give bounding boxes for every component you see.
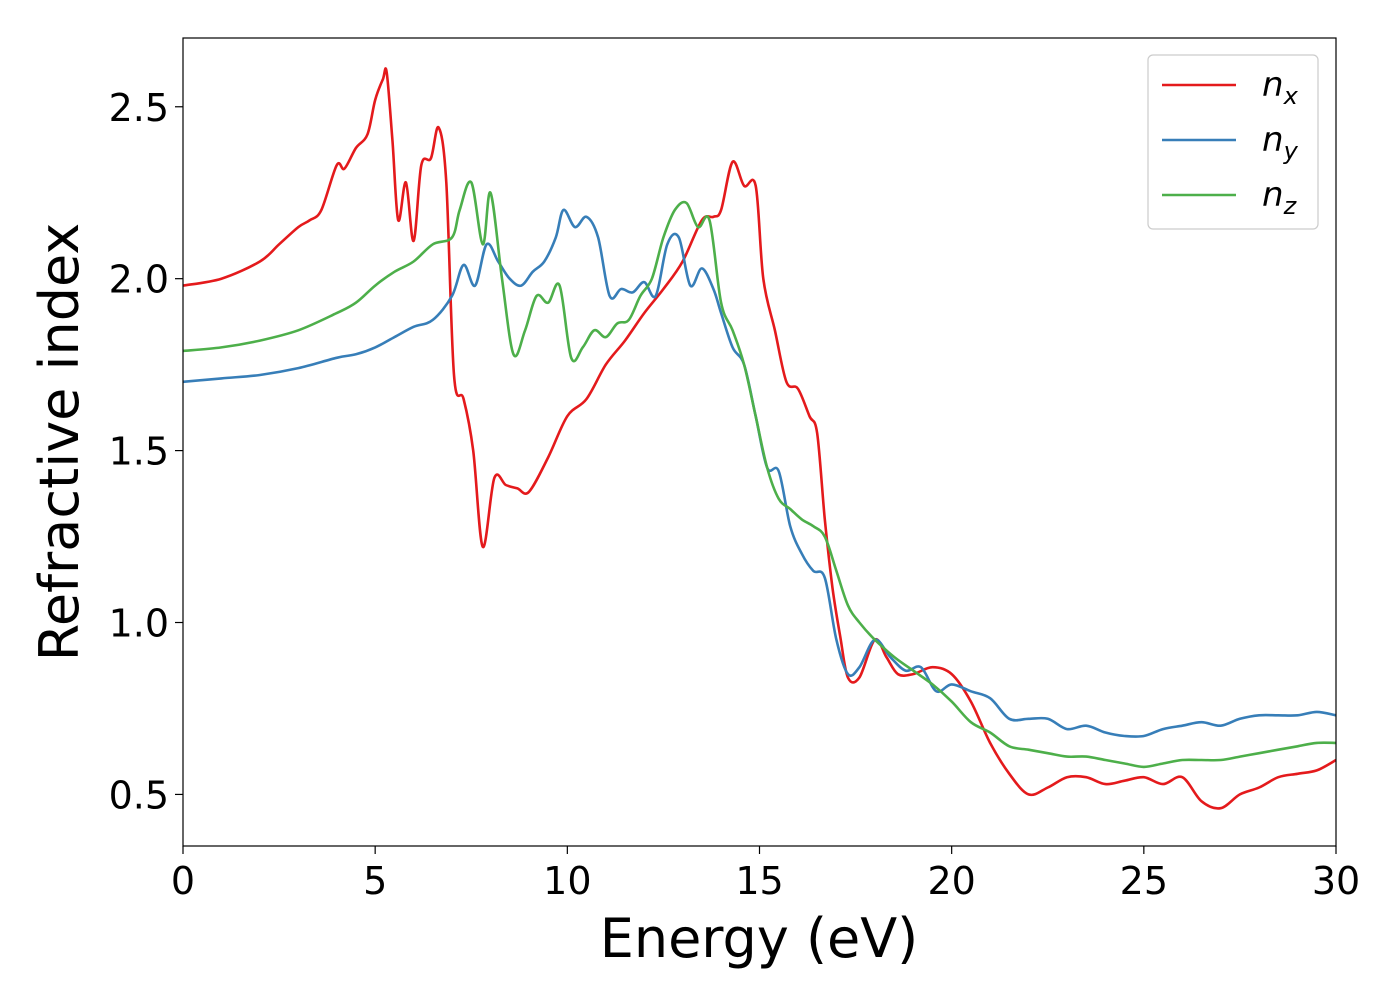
x-tick-label: 10 <box>543 859 591 903</box>
series-layer <box>182 67 1337 810</box>
y-axis-title: Refractive index <box>28 223 91 662</box>
legend-label-z: nz <box>1262 175 1298 220</box>
x-tick-label: 25 <box>1120 859 1168 903</box>
legend-label-main: n <box>1262 175 1284 215</box>
y-tick-label: 1.0 <box>109 602 169 646</box>
legend-label-sub: y <box>1283 137 1299 165</box>
legend-label-sub: z <box>1283 192 1298 220</box>
legend-label-main: n <box>1262 120 1284 160</box>
plot-area <box>183 38 1336 846</box>
legend-label-x: nx <box>1262 65 1299 110</box>
x-tick-label: 20 <box>927 859 975 903</box>
x-tick-label: 0 <box>171 859 195 903</box>
x-tick-label: 30 <box>1312 859 1360 903</box>
y-tick-label: 2.5 <box>109 86 169 130</box>
y-tick-label: 2.0 <box>109 258 169 302</box>
x-axis-title: Energy (eV) <box>600 907 919 970</box>
y-tick-label: 1.5 <box>109 430 169 474</box>
legend-label-sub: x <box>1283 82 1299 110</box>
y-tick-label: 0.5 <box>109 773 169 817</box>
x-axis: 0 5 10 15 20 25 30 <box>171 846 1360 903</box>
legend-frame <box>1147 54 1319 230</box>
legend-label-y: ny <box>1262 120 1299 165</box>
y-axis: 0.5 1.0 1.5 2.0 2.5 <box>109 86 183 817</box>
x-tick-label: 15 <box>735 859 783 903</box>
series-line-x <box>182 67 1337 810</box>
series-line-z <box>182 180 1337 769</box>
x-tick-label: 5 <box>363 859 387 903</box>
legend-label-main: n <box>1262 65 1284 105</box>
